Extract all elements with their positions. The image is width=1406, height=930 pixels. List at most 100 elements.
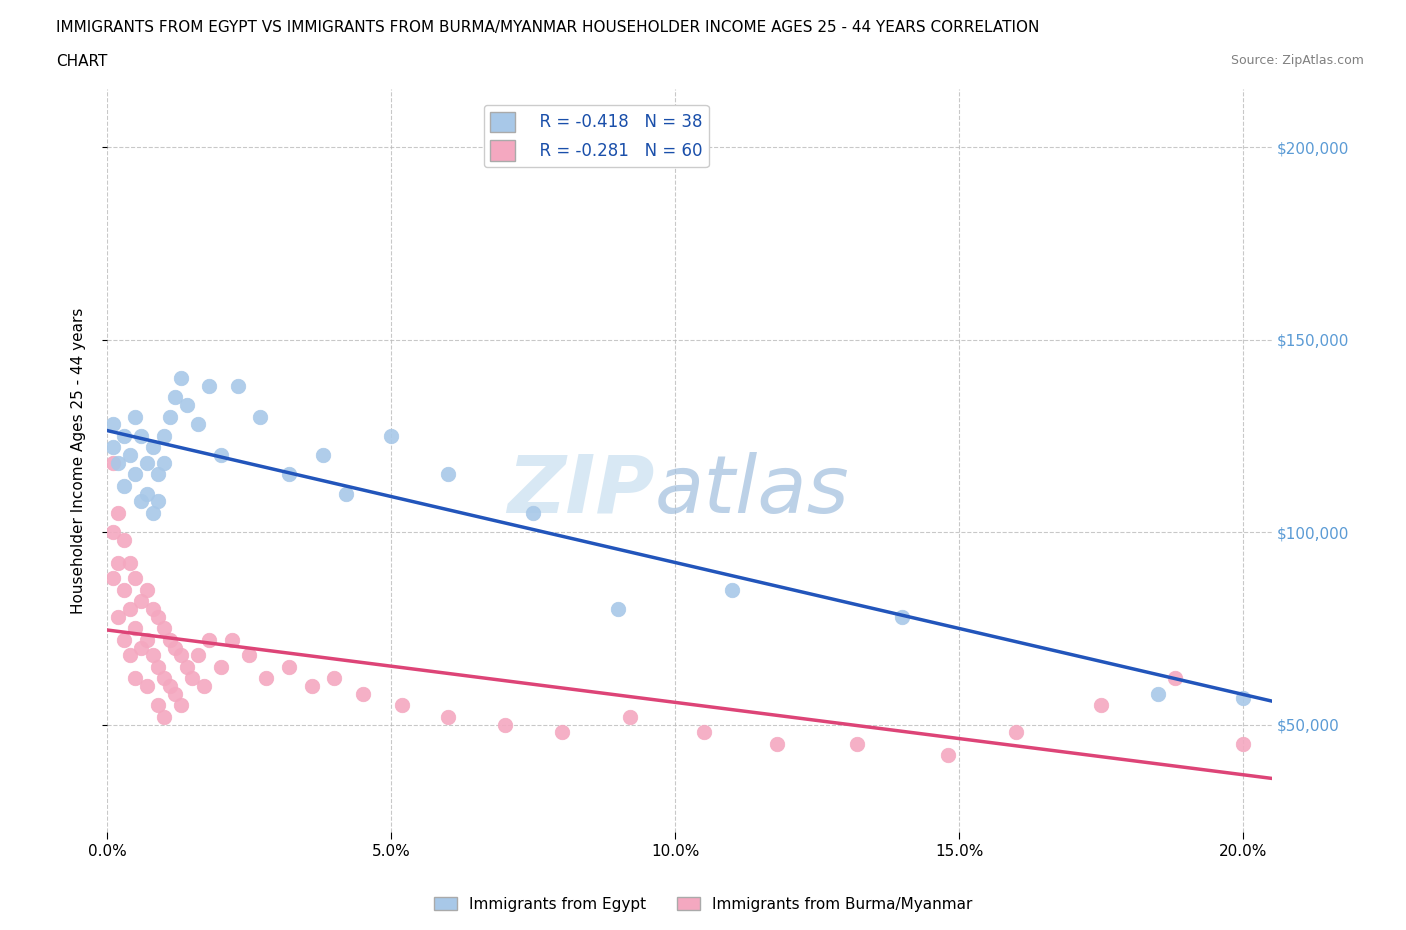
Point: [135, 632, 157, 647]
Point: [153, 429, 176, 444]
Y-axis label: Householder Income Ages 25 - 44 years: Householder Income Ages 25 - 44 years: [72, 308, 86, 614]
Point: [494, 717, 516, 732]
Point: [159, 409, 181, 424]
Point: [148, 609, 170, 624]
Point: [148, 467, 170, 482]
Point: [129, 640, 152, 655]
Point: [165, 390, 187, 405]
Point: [193, 679, 215, 694]
Point: [277, 467, 299, 482]
Point: [323, 671, 346, 685]
Point: [112, 429, 135, 444]
Point: [619, 710, 641, 724]
Point: [721, 582, 744, 597]
Point: [135, 486, 157, 501]
Point: [101, 571, 124, 586]
Point: [118, 555, 141, 570]
Legend:   R = -0.418   N = 38,   R = -0.281   N = 60: R = -0.418 N = 38, R = -0.281 N = 60: [484, 105, 709, 167]
Point: [936, 748, 959, 763]
Point: [107, 505, 129, 520]
Text: ZIP: ZIP: [508, 452, 654, 529]
Point: [148, 659, 170, 674]
Point: [170, 698, 193, 712]
Point: [118, 648, 141, 663]
Point: [101, 456, 124, 471]
Point: [1147, 686, 1170, 701]
Point: [1005, 724, 1028, 739]
Point: [153, 621, 176, 636]
Point: [437, 710, 460, 724]
Point: [159, 679, 181, 694]
Text: atlas: atlas: [654, 452, 849, 529]
Point: [101, 525, 124, 539]
Point: [141, 505, 163, 520]
Point: [238, 648, 260, 663]
Point: [112, 532, 135, 547]
Point: [107, 555, 129, 570]
Point: [112, 478, 135, 493]
Point: [148, 698, 170, 712]
Text: CHART: CHART: [56, 54, 108, 69]
Point: [170, 648, 193, 663]
Point: [181, 671, 204, 685]
Text: Source: ZipAtlas.com: Source: ZipAtlas.com: [1230, 54, 1364, 67]
Point: [153, 671, 176, 685]
Point: [176, 659, 198, 674]
Point: [124, 621, 146, 636]
Point: [165, 640, 187, 655]
Point: [198, 632, 221, 647]
Point: [135, 582, 157, 597]
Point: [209, 659, 232, 674]
Point: [845, 737, 868, 751]
Point: [254, 671, 277, 685]
Point: [159, 632, 181, 647]
Point: [124, 409, 146, 424]
Point: [141, 440, 163, 455]
Point: [277, 659, 299, 674]
Point: [124, 467, 146, 482]
Point: [101, 440, 124, 455]
Point: [101, 417, 124, 432]
Point: [153, 710, 176, 724]
Point: [141, 602, 163, 617]
Point: [198, 379, 221, 393]
Point: [607, 602, 630, 617]
Point: [176, 398, 198, 413]
Point: [118, 602, 141, 617]
Point: [891, 609, 914, 624]
Text: IMMIGRANTS FROM EGYPT VS IMMIGRANTS FROM BURMA/MYANMAR HOUSEHOLDER INCOME AGES 2: IMMIGRANTS FROM EGYPT VS IMMIGRANTS FROM…: [56, 20, 1039, 35]
Point: [209, 447, 232, 462]
Point: [129, 494, 152, 509]
Point: [148, 494, 170, 509]
Point: [766, 737, 789, 751]
Point: [141, 648, 163, 663]
Point: [1090, 698, 1112, 712]
Point: [249, 409, 271, 424]
Point: [165, 686, 187, 701]
Point: [1164, 671, 1187, 685]
Point: [226, 379, 249, 393]
Point: [170, 371, 193, 386]
Point: [129, 594, 152, 609]
Point: [107, 609, 129, 624]
Point: [129, 429, 152, 444]
Point: [153, 456, 176, 471]
Point: [118, 447, 141, 462]
Point: [550, 724, 572, 739]
Point: [107, 456, 129, 471]
Point: [187, 648, 209, 663]
Point: [187, 417, 209, 432]
Point: [352, 686, 374, 701]
Point: [112, 582, 135, 597]
Point: [135, 679, 157, 694]
Point: [437, 467, 460, 482]
Point: [135, 456, 157, 471]
Legend: Immigrants from Egypt, Immigrants from Burma/Myanmar: Immigrants from Egypt, Immigrants from B…: [427, 890, 979, 918]
Point: [380, 429, 402, 444]
Point: [391, 698, 413, 712]
Point: [335, 486, 357, 501]
Point: [221, 632, 243, 647]
Point: [124, 671, 146, 685]
Point: [124, 571, 146, 586]
Point: [1232, 737, 1254, 751]
